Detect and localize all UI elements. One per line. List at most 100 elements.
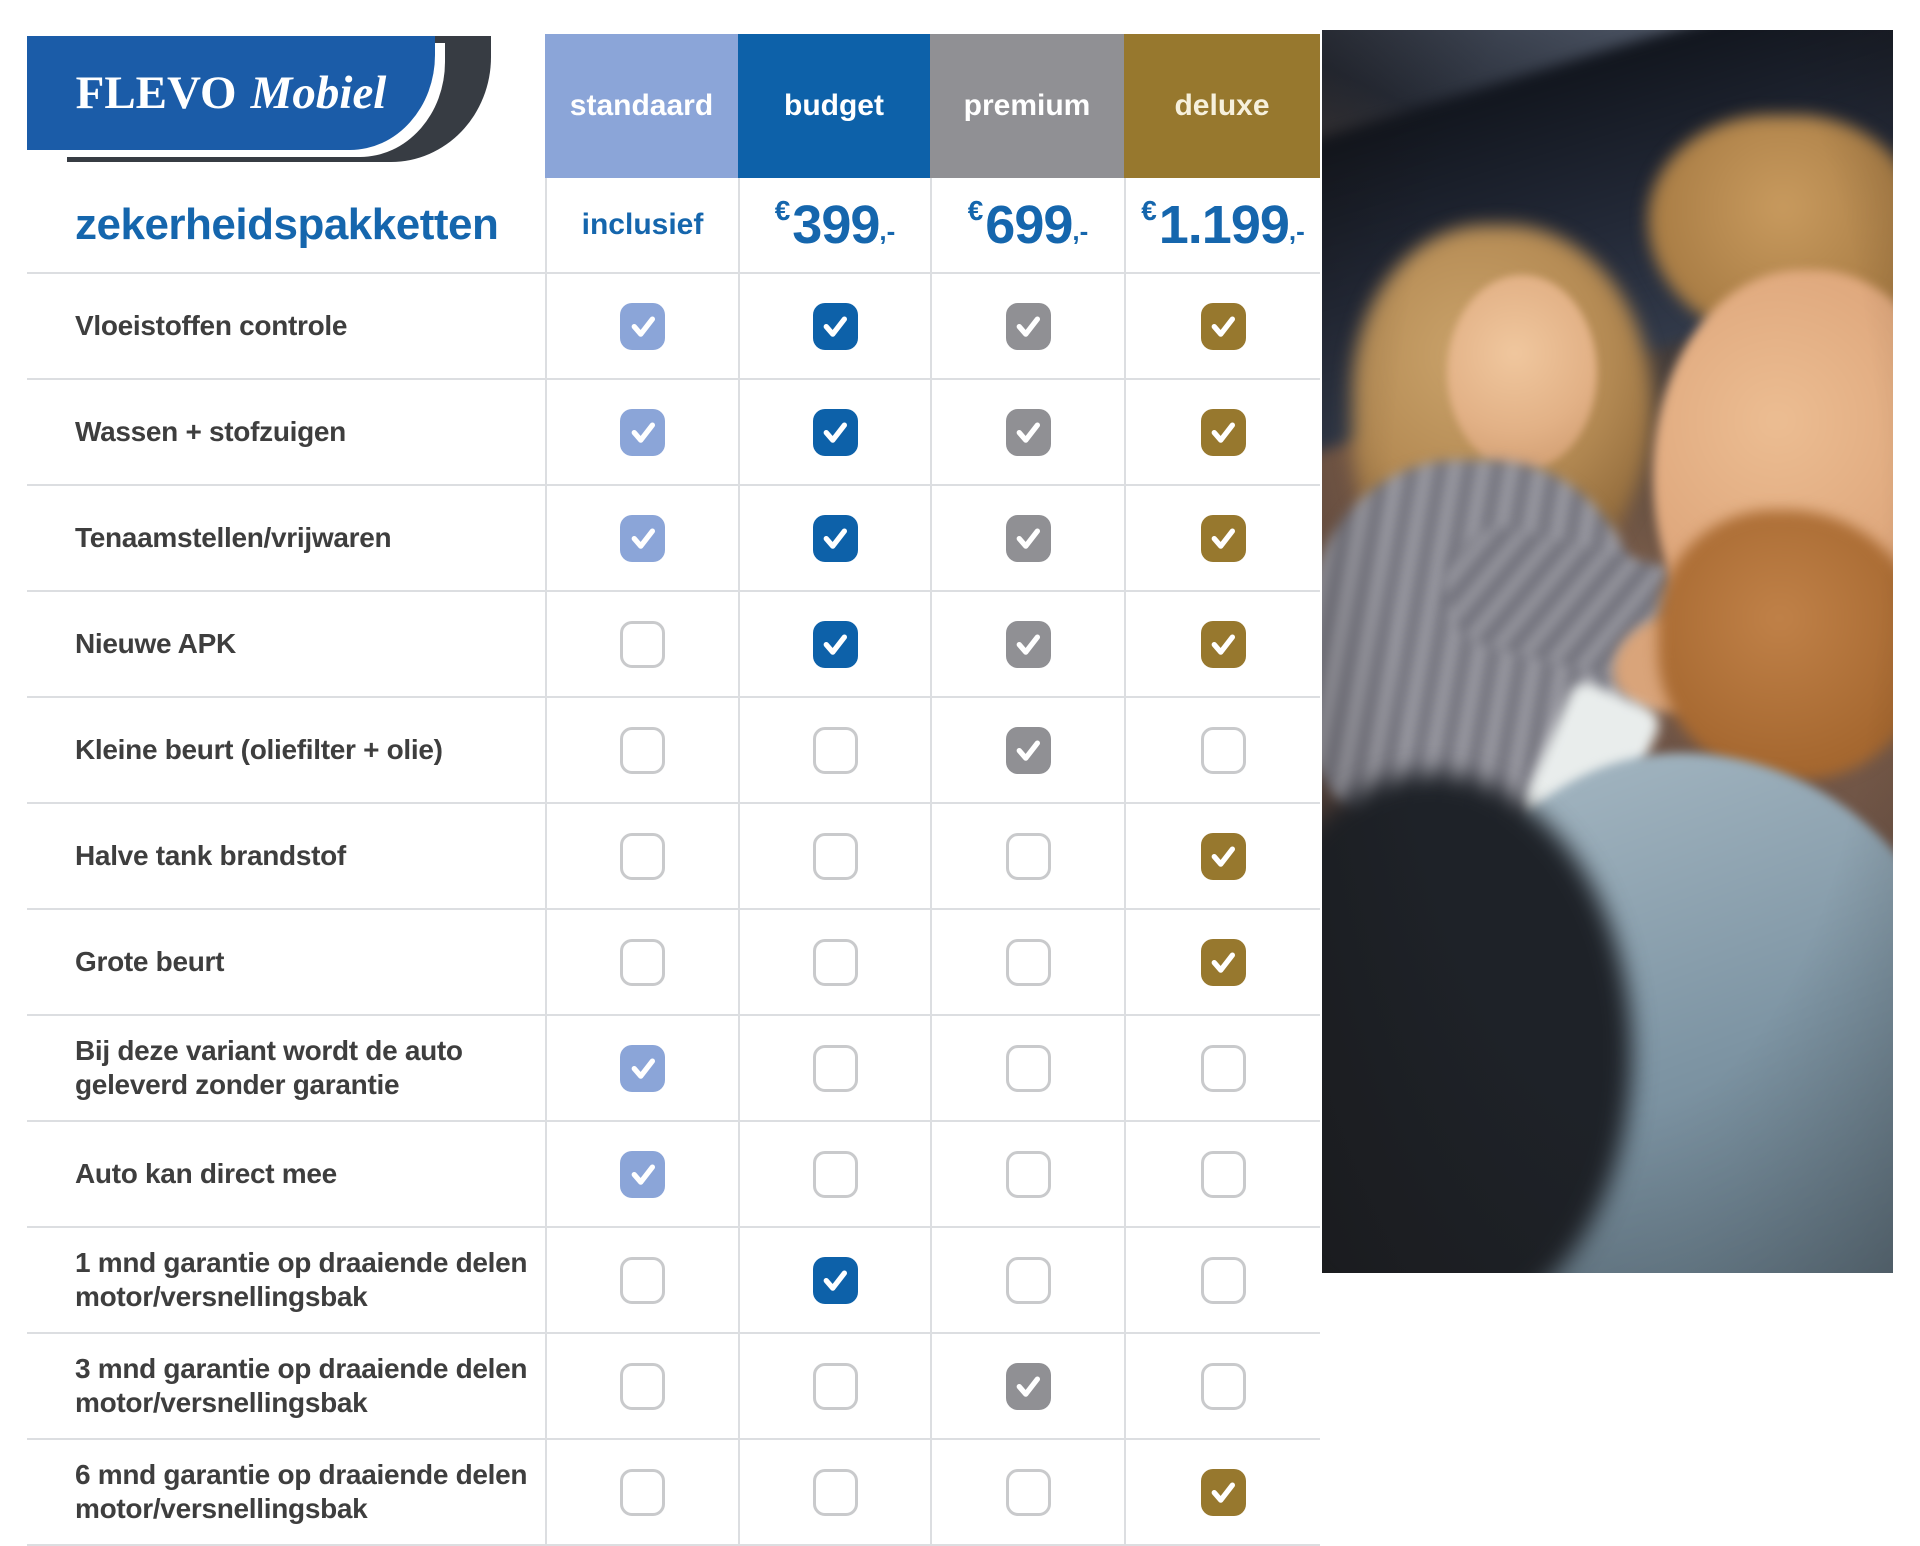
feature-row: Kleine beurt (oliefilter + olie) [27,698,1320,804]
package-comparison-table: FLEVO Mobiel standaard budget premium deluxe… [27,34,1320,1546]
check-icon [1211,846,1235,867]
check-icon [1211,634,1235,655]
unchecked-checkbox [1005,938,1051,986]
unchecked-checkbox [812,938,858,986]
unchecked-checkbox [1200,1044,1246,1092]
feature-row: Wassen + stofzuigen [27,380,1320,486]
checked-checkbox [620,408,665,456]
logo-text: FLEVO Mobiel [76,66,387,120]
logo-secondary: Mobiel [250,67,387,119]
check-icon [1016,528,1040,549]
checked-checkbox [1200,620,1246,668]
check-icon [1016,634,1040,655]
flevo-mobiel-logo: FLEVO Mobiel [27,36,491,162]
package-header-deluxe: deluxe [1124,34,1320,178]
photo-vignette [1322,30,1893,1273]
unchecked-checkbox [620,620,665,668]
check-icon [823,528,847,549]
check-cell-premium [930,592,1124,696]
logo-blue-banner: FLEVO Mobiel [27,36,435,150]
checked-checkbox [620,514,665,562]
feature-row: 3 mnd garantie op draaiende delen motor/… [27,1334,1320,1440]
check-cell-premium [930,1016,1124,1120]
price-suffix: ,- [879,215,896,246]
check-cell-budget [738,910,930,1014]
feature-label: Kleine beurt (oliefilter + olie) [75,734,443,765]
unchecked-checkbox [1005,1044,1051,1092]
check-cell-standaard [545,804,738,908]
check-cell-deluxe [1124,1016,1320,1120]
check-cell-deluxe [1124,910,1320,1014]
check-cell-deluxe [1124,1334,1320,1438]
feature-rows: Vloeistoffen controle Wassen + stofzuigen… [27,274,1320,1546]
unchecked-checkbox [812,1468,858,1516]
feature-row: Tenaamstellen/vrijwaren [27,486,1320,592]
check-cell-budget [738,1334,930,1438]
feature-label: Vloeistoffen controle [75,310,348,341]
package-header-standaard: standaard [545,34,738,178]
checked-checkbox [1200,302,1246,350]
check-icon [631,528,655,549]
check-cell-deluxe [1124,592,1320,696]
feature-label: Halve tank brandstof [75,840,346,871]
feature-row: Grote beurt [27,910,1320,1016]
check-cell-budget [738,486,930,590]
checked-checkbox [1005,514,1051,562]
checked-checkbox [812,620,858,668]
feature-row: 6 mnd garantie op draaiende delen motor/… [27,1440,1320,1546]
check-icon [1016,1376,1040,1397]
package-header-budget: budget [738,34,930,178]
unchecked-checkbox [1200,726,1246,774]
checked-checkbox [812,302,858,350]
checked-checkbox [1005,302,1051,350]
check-cell-standaard [545,1334,738,1438]
check-cell-standaard [545,1440,738,1544]
checked-checkbox [1200,832,1246,880]
check-cell-premium [930,1122,1124,1226]
check-cell-standaard [545,486,738,590]
unchecked-checkbox [1005,1256,1051,1304]
euro-sign: € [967,195,984,226]
check-cell-standaard [545,910,738,1014]
unchecked-checkbox [1200,1150,1246,1198]
price-amount: 1.199 [1158,195,1290,255]
check-icon [1211,422,1235,443]
check-icon [631,1058,655,1079]
photo-man-beard [1658,510,1893,780]
logo-cell: FLEVO Mobiel [27,34,545,178]
check-cell-deluxe [1124,486,1320,590]
checked-checkbox [812,1256,858,1304]
check-cell-standaard [545,274,738,378]
check-icon [823,634,847,655]
euro-sign: € [1141,195,1157,226]
price-amount: 399 [792,195,880,255]
price-suffix: ,- [1072,215,1089,246]
check-cell-standaard [545,698,738,802]
check-cell-standaard [545,1016,738,1120]
unchecked-checkbox [1005,832,1051,880]
feature-row: 1 mnd garantie op draaiende delen motor/… [27,1228,1320,1334]
check-cell-budget [738,1440,930,1544]
unchecked-checkbox [812,1362,858,1410]
checked-checkbox [620,302,665,350]
checked-checkbox [1005,726,1051,774]
feature-row: Vloeistoffen controle [27,274,1320,380]
price-amount: 699 [985,195,1073,255]
feature-row: Nieuwe APK [27,592,1320,698]
check-cell-budget [738,804,930,908]
unchecked-checkbox [620,726,665,774]
checked-checkbox [1005,408,1051,456]
check-cell-premium [930,804,1124,908]
checked-checkbox [812,408,858,456]
unchecked-checkbox [620,938,665,986]
photo-woman-face [1447,275,1597,470]
check-cell-budget [738,1122,930,1226]
checked-checkbox [1005,620,1051,668]
check-cell-standaard [545,1228,738,1332]
unchecked-checkbox [620,1362,665,1410]
unchecked-checkbox [620,1256,665,1304]
check-icon [1016,316,1040,337]
check-cell-standaard [545,592,738,696]
feature-label: Grote beurt [75,946,225,977]
check-cell-premium [930,1228,1124,1332]
